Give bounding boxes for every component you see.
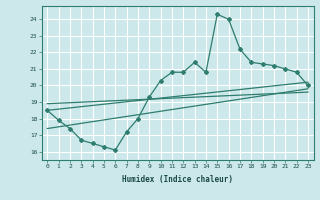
X-axis label: Humidex (Indice chaleur): Humidex (Indice chaleur): [122, 175, 233, 184]
